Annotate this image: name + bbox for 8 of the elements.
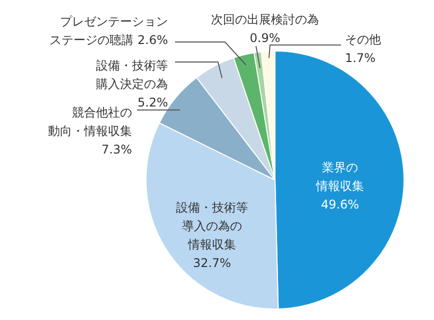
slice-label: 次回の出展検討の為 — [211, 12, 319, 26]
data-label: 0.9% — [250, 30, 280, 45]
data-label: 1.7% — [345, 50, 376, 65]
slice-label: プレゼンテーションステージの聴講 2.6% — [50, 14, 168, 47]
slice-label: 設備・技術等購入決定の為 — [96, 58, 168, 91]
slice-label: その他 — [345, 32, 381, 46]
data-label: 7.3% — [102, 142, 132, 156]
data-label: 5.2% — [138, 95, 168, 110]
